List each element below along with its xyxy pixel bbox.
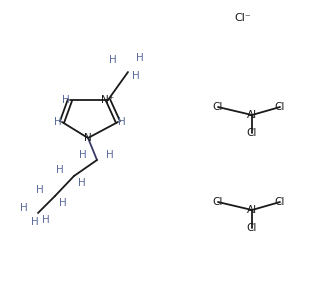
Text: N⁺: N⁺	[101, 95, 115, 105]
Text: H: H	[36, 185, 44, 195]
Text: H: H	[78, 178, 86, 188]
Text: H: H	[56, 165, 64, 175]
Text: Cl: Cl	[213, 102, 223, 112]
Text: Cl: Cl	[275, 197, 285, 207]
Text: H: H	[132, 71, 140, 81]
Text: Cl: Cl	[247, 223, 257, 233]
Text: H: H	[59, 198, 67, 208]
Text: Cl: Cl	[275, 102, 285, 112]
Text: Cl⁻: Cl⁻	[235, 13, 252, 23]
Text: H: H	[136, 53, 144, 63]
Text: H: H	[118, 117, 126, 127]
Text: H: H	[54, 117, 62, 127]
Text: H: H	[42, 215, 50, 225]
Text: H: H	[20, 203, 28, 213]
Text: Cl: Cl	[213, 197, 223, 207]
Text: H: H	[62, 95, 70, 105]
Text: Al: Al	[247, 205, 257, 215]
Text: H: H	[79, 150, 87, 160]
Text: Al: Al	[247, 110, 257, 120]
Text: H: H	[109, 55, 117, 65]
Text: N: N	[84, 133, 92, 143]
Text: H: H	[31, 217, 39, 227]
Text: Cl: Cl	[247, 128, 257, 138]
Text: H: H	[106, 150, 114, 160]
